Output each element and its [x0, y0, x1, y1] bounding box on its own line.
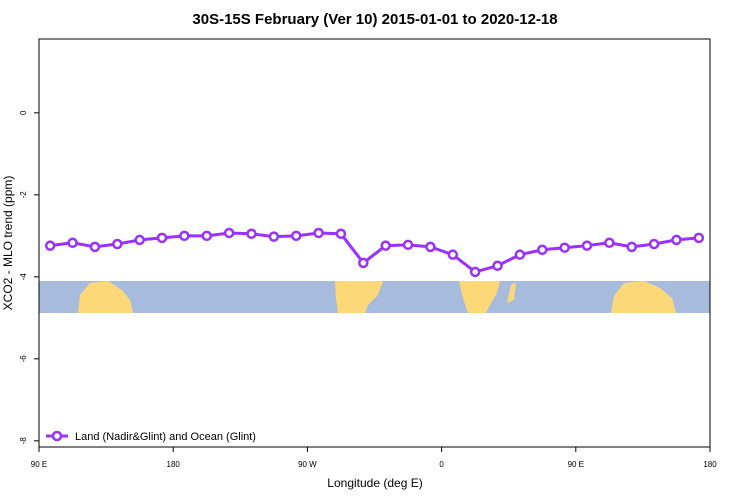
point — [223, 227, 235, 239]
point — [469, 266, 481, 278]
point — [425, 241, 436, 253]
point — [290, 230, 302, 242]
point — [179, 230, 190, 242]
y-tick-label: 0 — [19, 110, 28, 115]
x-tick-label: 90 E — [31, 460, 47, 469]
x-tick-label: 0 — [439, 460, 444, 469]
point — [648, 238, 660, 250]
point — [537, 244, 548, 256]
point — [581, 240, 593, 251]
x-tick-label: 180 — [703, 460, 717, 469]
map-strip — [39, 281, 710, 313]
point — [156, 232, 168, 244]
point — [313, 227, 324, 239]
x-tick-label: 180 — [167, 460, 181, 469]
point — [44, 240, 56, 251]
point — [492, 260, 503, 272]
point — [514, 249, 526, 260]
y-tick-label: -4 — [19, 273, 28, 281]
point — [268, 231, 280, 242]
x-tick-label: 90 E — [568, 460, 584, 469]
point — [380, 240, 391, 251]
y-tick-label: -6 — [19, 355, 28, 363]
y-axis-label: XCO2 - MLO trend (ppm) — [1, 176, 15, 311]
legend-marker — [51, 430, 63, 442]
point — [447, 249, 459, 260]
point — [402, 239, 414, 251]
point — [671, 234, 682, 246]
point — [559, 242, 570, 253]
point — [201, 230, 212, 242]
plot-frame — [38, 38, 711, 448]
point — [246, 228, 257, 240]
chart-title: 30S-15S February (Ver 10) 2015-01-01 to … — [192, 11, 557, 28]
series-line — [49, 231, 699, 274]
point — [604, 237, 615, 249]
point — [89, 241, 101, 253]
point — [358, 257, 369, 269]
y-tick-label: -2 — [19, 191, 28, 199]
point — [112, 238, 123, 250]
point — [67, 237, 78, 249]
y-tick-label: -8 — [19, 437, 28, 445]
point — [626, 241, 637, 253]
legend: Land (Nadir&Glint) and Ocean (Glint) — [46, 430, 256, 443]
point — [134, 234, 145, 246]
x-tick-label: 90 W — [298, 460, 317, 469]
x-axis-label: Longitude (deg E) — [327, 476, 422, 490]
point — [693, 232, 705, 244]
legend-label: Land (Nadir&Glint) and Ocean (Glint) — [75, 431, 256, 443]
point — [335, 228, 347, 240]
